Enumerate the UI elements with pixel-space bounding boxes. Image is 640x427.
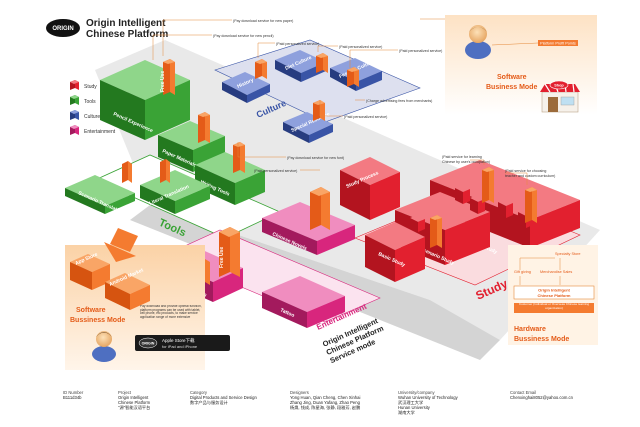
annotation-paid-4: (Paid personalized service) [344, 115, 387, 119]
hardware-brand-line-2: Chinese Platform [538, 293, 571, 298]
shop-icon: Shop [540, 80, 580, 113]
annotation-paid-3: (Paid personalized service) [399, 49, 442, 53]
hardware-mode-line-1: Hardware [514, 326, 546, 333]
block-label-tattoo: Tattoo [279, 307, 295, 319]
annotation-lines [152, 18, 528, 185]
hardware-brand-line-1: Origin Intelligent [538, 288, 570, 293]
footer-designers: Designers Yong Huan, Qian Cheng, Chen Xi… [290, 390, 361, 410]
platform-profit-points: Platform Profit Points [540, 42, 576, 46]
merchandise-sales-label: Merchandise Sales [540, 270, 572, 274]
badge-line-2: for iPad and iPhone [162, 344, 198, 349]
tools-area: Pencil Experience Paper Materials Writin… [65, 59, 281, 239]
legend-item-culture: Culture [70, 110, 100, 120]
block-history[interactable]: History [222, 72, 270, 103]
annotation-choosing-2: teacher and custom curriculum) [505, 174, 555, 178]
software-business-mode-left: App Store Android Market Software Bussin… [65, 228, 230, 370]
gift-giving-label: Gift giving [514, 270, 531, 274]
block-study-process[interactable]: Study Process [340, 157, 400, 220]
annotation-advertising: (Charge advertising fees from merchants) [366, 99, 432, 103]
title-line-2: Chinese Platform [86, 29, 168, 40]
block-diet-culture[interactable]: Diet Culture [275, 50, 326, 82]
hardware-mode-line-2: Bussiness Mode [514, 336, 569, 343]
annotation-learning-2: Chinese by user's occupation) [442, 160, 490, 164]
hardware-business-mode: Specialty Store Gift giving Merchandise … [508, 245, 598, 345]
shop-sign: Shop [554, 84, 564, 88]
annotation-learning-1: (Paid service for learning [442, 155, 482, 159]
legend-item-entertainment: Entertainment [70, 125, 116, 135]
software-mode-left-line-2: Bussiness Mode [70, 317, 125, 324]
footer-project: Project Origin Intelligent Chinese Platf… [118, 390, 151, 410]
footer-university: University/company Wuhan University of T… [398, 390, 458, 415]
legend-label-culture: Culture [84, 114, 100, 120]
legend-item-tools: Tools [70, 95, 96, 105]
annotation-paid-1: (Paid personalized service) [276, 42, 319, 46]
footer-category: Category Digital Products and Service De… [190, 390, 257, 405]
annotation-texts: (Pay download service for new paper) (Pa… [213, 19, 555, 178]
annotation-paid-2: (Paid personalized service) [339, 45, 382, 49]
block-scenario-study[interactable]: Scenario Study [395, 192, 490, 267]
person-icon-left [92, 331, 116, 362]
free-use-label-entertainment: Free Use [219, 247, 225, 268]
free-use-label-tools: Free Use [160, 71, 166, 92]
legend-label-entertainment: Entertainment [84, 129, 116, 135]
culture-area: History Diet Culture Festival Culture Sp… [214, 39, 421, 143]
annotation-pay-font: (Pay download service for new font) [287, 156, 344, 160]
arrow-down-icon [104, 228, 138, 262]
badge-line-1: Apple Store下载 [162, 337, 195, 344]
badge-logo: ORIGIN [142, 342, 155, 346]
annotation-paid-5: (Paid personalized service) [254, 169, 297, 173]
annotation-choosing-1: (Paid service for choosing [505, 169, 546, 173]
specialty-store-label: Specialty Store [555, 252, 581, 256]
logo-text: ORIGIN [52, 26, 73, 32]
person-icon [465, 25, 491, 59]
block-literal-translation[interactable]: Literal Translation [140, 170, 210, 214]
legend: Study Tools Culture Entertainment [70, 80, 116, 135]
annotation-pay-pencil: (Pay download service for new pencil) [213, 34, 274, 38]
legend-label-study: Study [84, 84, 97, 90]
block-basic-study[interactable]: Basic Study [365, 222, 425, 282]
block-android-market[interactable]: Android Market [105, 267, 150, 310]
block-tattoo[interactable]: Tattoo [262, 276, 345, 328]
block-scenario-translation[interactable]: Scenario Translation [65, 175, 135, 216]
annotation-pay-paper: (Pay download service for new paper) [233, 19, 293, 23]
customer-label: Customer (Individual or Overseas Chinese… [518, 303, 590, 310]
footer-contact: Contact Email Chenxinghai8052@yahoo.com.… [510, 390, 573, 400]
software-mode-top-line-2: Business Mode [486, 84, 537, 91]
footer-id-number: ID Number B111d34b [63, 390, 84, 400]
app-store-badge[interactable]: ORIGIN Apple Store下载 for iPad and iPhone [135, 335, 230, 351]
software-mode-top-line-1: Software [497, 74, 527, 81]
legend-label-tools: Tools [84, 99, 96, 105]
block-chinese-novels[interactable]: Chinese Novels [262, 202, 355, 255]
title-line-1: Origin Intelligent [86, 18, 166, 29]
software-mode-left-line-1: Software [76, 307, 106, 314]
legend-item-study: Study [70, 80, 97, 90]
software-business-mode-top: Platform Profit Points Shop Software Bus… [445, 15, 597, 115]
origin-logo: ORIGIN [46, 19, 80, 37]
software-mode-description: Pay download and provide optimal functio… [140, 305, 202, 320]
